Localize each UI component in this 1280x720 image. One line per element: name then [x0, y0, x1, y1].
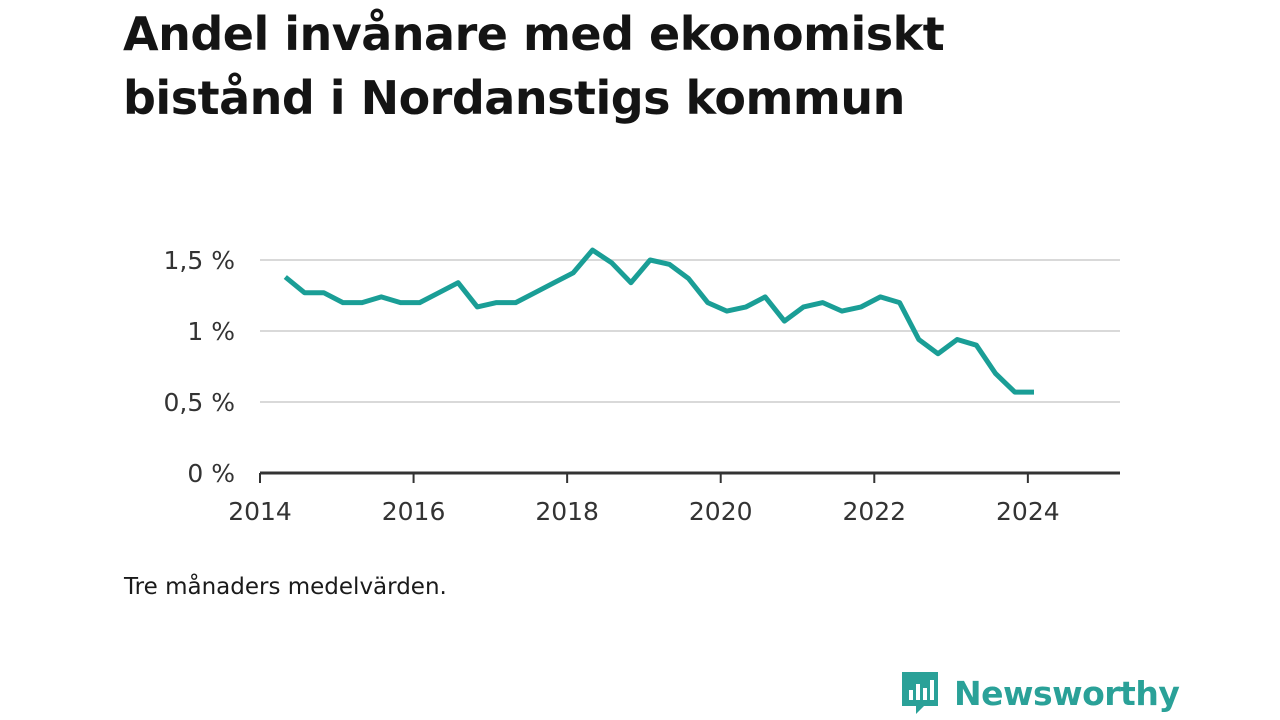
data-point [936, 351, 941, 356]
data-point [571, 270, 576, 275]
data-point [667, 262, 672, 267]
data-point [494, 300, 499, 305]
data-point [955, 337, 960, 342]
data-point [1012, 390, 1017, 395]
y-tick-label: 0,5 % [164, 388, 235, 417]
data-point [724, 309, 729, 314]
data-point [782, 319, 787, 324]
data-point [417, 300, 422, 305]
data-point [398, 300, 403, 305]
data-point [340, 300, 345, 305]
data-point [993, 371, 998, 376]
data-point [840, 309, 845, 314]
x-tick-label: 2020 [689, 497, 753, 526]
data-point [628, 280, 633, 285]
brand-logo[interactable]: Newsworthy [900, 670, 1180, 716]
data-point [763, 294, 768, 299]
x-tick-label: 2016 [382, 497, 446, 526]
data-point [360, 300, 365, 305]
y-tick-label: 1,5 % [164, 246, 235, 275]
data-point [436, 290, 441, 295]
y-axis-tick-labels: 0 % 0,5 % 1 % 1,5 % [164, 246, 235, 488]
x-tick-label: 2022 [842, 497, 906, 526]
data-point [283, 275, 288, 280]
data-point [379, 294, 384, 299]
y-tick-label: 0 % [187, 459, 235, 488]
series-group [283, 247, 1037, 395]
x-tick-label: 2014 [228, 497, 292, 526]
data-point [878, 294, 883, 299]
series-line [283, 247, 1034, 395]
data-point [744, 304, 749, 309]
data-point [302, 290, 307, 295]
data-point [513, 300, 518, 305]
chart-title: Andel invånare med ekonomiskt bistånd i … [123, 7, 945, 125]
newsworthy-logo-icon [902, 672, 938, 714]
data-point [609, 260, 614, 265]
data-point [916, 337, 921, 342]
data-point [859, 304, 864, 309]
brand-name: Newsworthy [954, 673, 1180, 713]
data-point [820, 300, 825, 305]
x-axis: 2014 2016 2018 2020 2022 2024 [228, 471, 1120, 526]
data-point [456, 280, 461, 285]
data-point [705, 300, 710, 305]
data-point [1032, 390, 1037, 395]
data-point [590, 248, 595, 253]
data-point [532, 290, 537, 295]
data-point [552, 280, 557, 285]
chart-note: Tre månaders medelvärden. [124, 574, 447, 600]
data-point [974, 343, 979, 348]
data-point [475, 304, 480, 309]
data-point [648, 258, 653, 263]
data-point [801, 304, 806, 309]
y-tick-label: 1 % [187, 317, 235, 346]
data-point [897, 300, 902, 305]
x-tick-label: 2024 [996, 497, 1060, 526]
data-point [321, 290, 326, 295]
gridlines [260, 259, 1120, 403]
x-tick-label: 2018 [535, 497, 599, 526]
data-point [686, 276, 691, 281]
